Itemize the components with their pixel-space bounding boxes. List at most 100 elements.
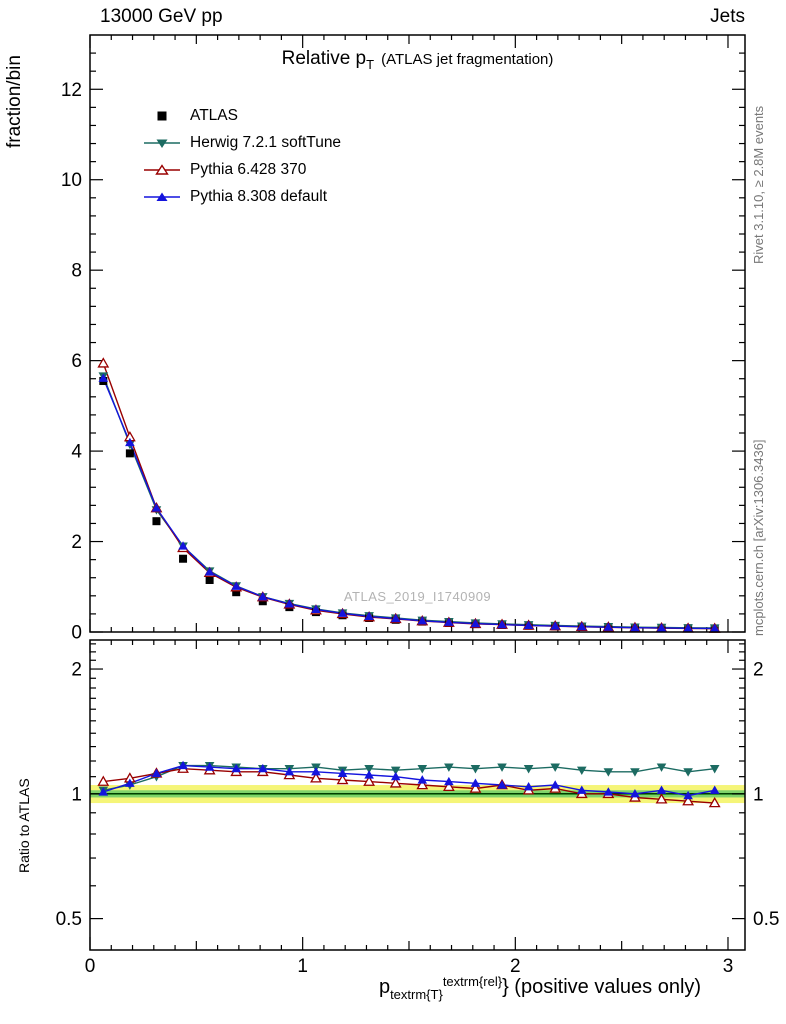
series-line-ratio <box>103 764 715 791</box>
y-tick-label-ratio: 2 <box>71 660 82 681</box>
y-tick-label-main: 2 <box>71 532 82 553</box>
x-axis-label-superscript: textrm{rel} <box>442 974 503 989</box>
data-marker-triangle-up <box>364 770 374 779</box>
data-marker-triangle-up <box>417 615 428 625</box>
ratio-panel-frame <box>89 639 746 951</box>
data-marker-triangle-open <box>363 775 376 786</box>
square-marker-icon <box>157 111 167 120</box>
data-marker-triangle-up <box>204 567 215 576</box>
plot-title-main: Relative p <box>281 48 367 69</box>
data-marker-triangle-down <box>417 765 428 774</box>
y-tick-label-ratio: 0.5 <box>56 909 82 930</box>
data-marker-triangle-open <box>469 782 482 793</box>
data-marker-triangle-up <box>656 785 667 794</box>
data-marker-triangle-up <box>125 437 135 447</box>
legend: ATLAS Herwig 7.2.1 softTune Pythia 6.428… <box>142 102 341 210</box>
data-marker-triangle-down <box>364 765 374 774</box>
data-marker-triangle-up <box>683 790 693 800</box>
legend-label: Pythia 8.308 default <box>190 187 328 205</box>
y-tick-label-main: 10 <box>61 170 82 191</box>
x-tick-label: 1 <box>297 956 308 977</box>
data-marker-triangle-up <box>178 760 188 770</box>
plot-title: Relative pT (ATLAS jet fragmentation) <box>90 48 745 72</box>
data-marker-triangle-up <box>390 771 401 781</box>
series-line-ratio <box>103 767 715 804</box>
data-marker-triangle-up <box>576 785 587 794</box>
data-marker-triangle-down <box>576 766 587 776</box>
data-marker-triangle-up <box>417 775 428 784</box>
data-marker-triangle-up <box>656 623 667 632</box>
data-marker-triangle-up <box>630 622 640 632</box>
triangle-down-marker-icon <box>144 139 180 148</box>
data-marker-triangle-up <box>550 780 560 789</box>
data-marker-triangle-up <box>257 763 268 773</box>
data-marker-triangle-up <box>311 767 321 776</box>
y-tick-label-ratio-right: 2 <box>753 660 764 681</box>
data-marker-triangle-up <box>470 778 481 787</box>
data-marker-triangle-up <box>337 768 348 778</box>
data-marker-triangle-open <box>708 796 721 808</box>
x-axis-label: ptextrm{T}textrm{rel}} (positive values … <box>300 974 780 1002</box>
data-marker-square <box>152 517 161 526</box>
data-marker-triangle-up <box>497 780 507 789</box>
x-tick-label: 0 <box>85 956 96 977</box>
beam-label: 13000 GeV pp <box>100 6 223 27</box>
legend-label: Herwig 7.2.1 softTune <box>190 133 342 151</box>
legend-item-atlas: ATLAS <box>142 102 341 129</box>
data-marker-triangle-down <box>630 768 640 777</box>
y-tick-label-ratio: 1 <box>71 784 82 805</box>
y-tick-label-main: 4 <box>71 442 82 463</box>
data-marker-triangle-up <box>284 599 295 608</box>
data-marker-square <box>125 449 134 458</box>
data-marker-triangle-down <box>603 768 614 777</box>
data-marker-square <box>205 575 214 584</box>
data-marker-triangle-down <box>683 768 693 777</box>
x-axis-label-subscript: textrm{T} <box>390 987 443 1002</box>
data-marker-triangle-up <box>151 503 162 512</box>
data-marker-triangle-up <box>364 611 374 621</box>
data-marker-triangle-open <box>442 780 455 792</box>
x-tick-label: 3 <box>723 956 734 977</box>
data-marker-triangle-down <box>709 765 720 774</box>
legend-item-pythia8: Pythia 8.308 default <box>142 183 341 210</box>
triangle-open-marker-icon <box>144 163 180 175</box>
y-tick-label-main: 8 <box>71 261 82 282</box>
series-line-ratio <box>103 764 715 797</box>
x-tick-label: 2 <box>510 956 521 977</box>
y-tick-label-ratio-right: 1 <box>753 784 764 805</box>
data-marker-triangle-down <box>390 766 401 776</box>
legend-label: ATLAS <box>190 106 238 124</box>
data-marker-triangle-up <box>470 618 481 628</box>
data-marker-triangle-up <box>497 619 507 629</box>
y-tick-label-main: 0 <box>71 623 82 644</box>
data-marker-triangle-up <box>337 608 348 617</box>
data-marker-triangle-open <box>97 357 110 368</box>
data-marker-triangle-up <box>576 621 587 631</box>
data-marker-triangle-down <box>523 765 534 774</box>
legend-item-herwig: Herwig 7.2.1 softTune <box>142 129 341 156</box>
y-axis-label-ratio: Ratio to ATLAS <box>16 778 32 873</box>
plot-title-note: (ATLAS jet fragmentation) <box>381 51 554 68</box>
data-marker-triangle-up <box>603 787 614 796</box>
y-tick-label-main: 6 <box>71 351 82 372</box>
legend-item-pythia6: Pythia 6.428 370 <box>142 156 341 183</box>
rivet-version-label: Rivet 3.1.10, ≥ 2.8M events <box>751 105 766 264</box>
data-marker-triangle-open <box>310 772 322 783</box>
data-marker-triangle-up <box>311 604 321 613</box>
x-axis-label-base: p <box>378 976 391 998</box>
data-marker-triangle-up <box>444 776 454 786</box>
data-marker-triangle-up <box>231 763 242 773</box>
data-marker-triangle-open <box>655 793 668 804</box>
data-marker-triangle-up <box>630 789 640 798</box>
data-marker-triangle-up <box>444 617 454 626</box>
plot-title-subscript: T <box>366 57 375 72</box>
data-marker-triangle-down <box>550 763 560 772</box>
data-marker-triangle-open <box>682 795 695 806</box>
data-marker-triangle-up <box>523 781 534 791</box>
data-marker-triangle-up <box>550 621 560 630</box>
triangle-up-marker-icon <box>144 192 180 201</box>
x-axis-label-rest: } (positive values only) <box>502 976 702 998</box>
data-marker-triangle-up <box>709 785 720 794</box>
